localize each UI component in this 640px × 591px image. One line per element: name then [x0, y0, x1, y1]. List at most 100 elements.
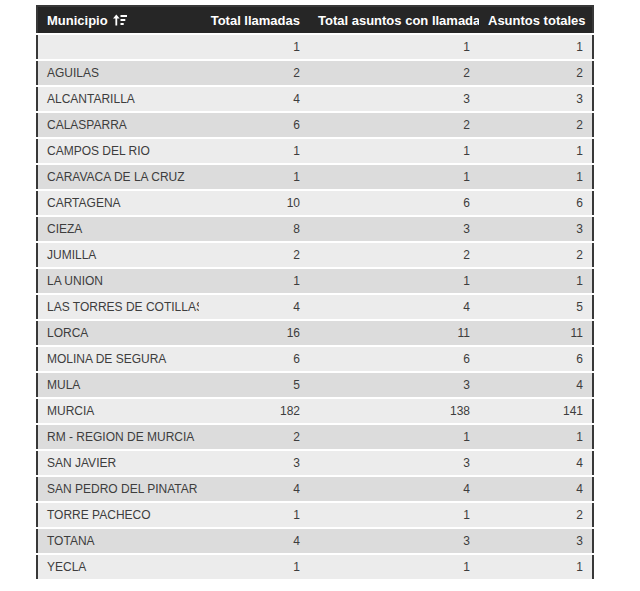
asuntos-totales-cell: 6 [479, 346, 593, 372]
municipio-cell: CALASPARRA [37, 112, 199, 138]
table-row: CAMPOS DEL RIO111 [37, 138, 593, 164]
total-asuntos-con-llamadas-cell: 138 [309, 398, 479, 424]
total-llamadas-cell: 1 [199, 502, 309, 528]
col-header-total-llamadas[interactable]: Total llamadas [199, 6, 309, 34]
col-header-municipio[interactable]: Municipio [37, 6, 199, 34]
municipio-cell: SAN PEDRO DEL PINATAR [37, 476, 199, 502]
total-asuntos-con-llamadas-cell: 2 [309, 112, 479, 138]
asuntos-totales-cell: 3 [479, 528, 593, 554]
table-row: SAN JAVIER334 [37, 450, 593, 476]
table-row: MURCIA182138141 [37, 398, 593, 424]
municipio-cell: CARTAGENA [37, 190, 199, 216]
table-row: TOTANA433 [37, 528, 593, 554]
total-asuntos-con-llamadas-cell: 11 [309, 320, 479, 346]
asuntos-totales-cell: 1 [479, 554, 593, 580]
total-asuntos-con-llamadas-cell: 1 [309, 138, 479, 164]
page: Municipio Total llamadas Total asuntos c… [0, 0, 640, 591]
asuntos-totales-cell: 2 [479, 60, 593, 86]
asuntos-totales-cell: 3 [479, 86, 593, 112]
asuntos-totales-cell: 4 [479, 476, 593, 502]
municipio-cell: JUMILLA [37, 242, 199, 268]
table-row: CIEZA833 [37, 216, 593, 242]
municipio-cell: YECLA [37, 554, 199, 580]
asuntos-totales-cell: 1 [479, 164, 593, 190]
total-llamadas-cell: 2 [199, 242, 309, 268]
total-asuntos-con-llamadas-cell: 4 [309, 476, 479, 502]
asuntos-totales-cell: 6 [479, 190, 593, 216]
municipio-cell: SAN JAVIER [37, 450, 199, 476]
total-llamadas-cell: 182 [199, 398, 309, 424]
total-llamadas-cell: 16 [199, 320, 309, 346]
total-asuntos-con-llamadas-cell: 1 [309, 34, 479, 60]
municipio-cell: AGUILAS [37, 60, 199, 86]
asuntos-totales-cell: 3 [479, 216, 593, 242]
total-llamadas-cell: 6 [199, 112, 309, 138]
asuntos-totales-cell: 1 [479, 424, 593, 450]
asuntos-totales-cell: 2 [479, 242, 593, 268]
total-llamadas-cell: 4 [199, 528, 309, 554]
total-asuntos-con-llamadas-cell: 4 [309, 294, 479, 320]
total-llamadas-cell: 1 [199, 164, 309, 190]
total-llamadas-cell: 2 [199, 60, 309, 86]
total-asuntos-con-llamadas-cell: 3 [309, 86, 479, 112]
total-llamadas-cell: 1 [199, 554, 309, 580]
municipio-cell: MOLINA DE SEGURA [37, 346, 199, 372]
header-row: Municipio Total llamadas Total asuntos c… [37, 6, 593, 34]
municipios-report-table: Municipio Total llamadas Total asuntos c… [36, 5, 594, 581]
table-row: 111 [37, 34, 593, 60]
table-row: RM - REGION DE MURCIA211 [37, 424, 593, 450]
asuntos-totales-cell: 4 [479, 372, 593, 398]
table-row: CALASPARRA622 [37, 112, 593, 138]
table-row: MOLINA DE SEGURA666 [37, 346, 593, 372]
asuntos-totales-cell: 11 [479, 320, 593, 346]
total-llamadas-cell: 4 [199, 86, 309, 112]
total-asuntos-con-llamadas-cell: 1 [309, 502, 479, 528]
total-llamadas-cell: 2 [199, 424, 309, 450]
asuntos-totales-cell: 1 [479, 34, 593, 60]
table-row: LA UNION111 [37, 268, 593, 294]
table-row: LORCA161111 [37, 320, 593, 346]
table-row: ALCANTARILLA433 [37, 86, 593, 112]
total-llamadas-cell: 10 [199, 190, 309, 216]
total-llamadas-cell: 4 [199, 476, 309, 502]
municipio-cell: MULA [37, 372, 199, 398]
asuntos-totales-cell: 141 [479, 398, 593, 424]
municipio-cell: TOTANA [37, 528, 199, 554]
municipio-cell: TORRE PACHECO [37, 502, 199, 528]
total-llamadas-cell: 6 [199, 346, 309, 372]
total-llamadas-cell: 5 [199, 372, 309, 398]
municipio-cell: LAS TORRES DE COTILLAS [37, 294, 199, 320]
total-llamadas-cell: 1 [199, 138, 309, 164]
col-header-municipio-label: Municipio [47, 13, 108, 28]
asuntos-totales-cell: 5 [479, 294, 593, 320]
total-llamadas-cell: 1 [199, 34, 309, 60]
table-row: CARTAGENA1066 [37, 190, 593, 216]
asuntos-totales-cell: 1 [479, 268, 593, 294]
total-asuntos-con-llamadas-cell: 1 [309, 164, 479, 190]
total-asuntos-con-llamadas-cell: 6 [309, 190, 479, 216]
municipio-cell: ALCANTARILLA [37, 86, 199, 112]
total-asuntos-con-llamadas-cell: 3 [309, 372, 479, 398]
total-asuntos-con-llamadas-cell: 3 [309, 528, 479, 554]
total-asuntos-con-llamadas-cell: 2 [309, 242, 479, 268]
total-asuntos-con-llamadas-cell: 3 [309, 450, 479, 476]
municipio-cell: MURCIA [37, 398, 199, 424]
total-llamadas-cell: 4 [199, 294, 309, 320]
table-row: AGUILAS222 [37, 60, 593, 86]
asuntos-totales-cell: 1 [479, 138, 593, 164]
total-llamadas-cell: 8 [199, 216, 309, 242]
table-row: YECLA111 [37, 554, 593, 580]
total-asuntos-con-llamadas-cell: 1 [309, 268, 479, 294]
table-row: TORRE PACHECO112 [37, 502, 593, 528]
total-asuntos-con-llamadas-cell: 6 [309, 346, 479, 372]
col-header-total-asuntos-con-llamadas[interactable]: Total asuntos con llamadas [309, 6, 479, 34]
municipio-cell [37, 34, 199, 60]
total-asuntos-con-llamadas-cell: 1 [309, 424, 479, 450]
municipio-cell: CIEZA [37, 216, 199, 242]
total-asuntos-con-llamadas-cell: 3 [309, 216, 479, 242]
table-row: MULA534 [37, 372, 593, 398]
table-row: SAN PEDRO DEL PINATAR444 [37, 476, 593, 502]
col-header-asuntos-totales[interactable]: Asuntos totales [479, 6, 593, 34]
table-row: LAS TORRES DE COTILLAS445 [37, 294, 593, 320]
total-llamadas-cell: 3 [199, 450, 309, 476]
